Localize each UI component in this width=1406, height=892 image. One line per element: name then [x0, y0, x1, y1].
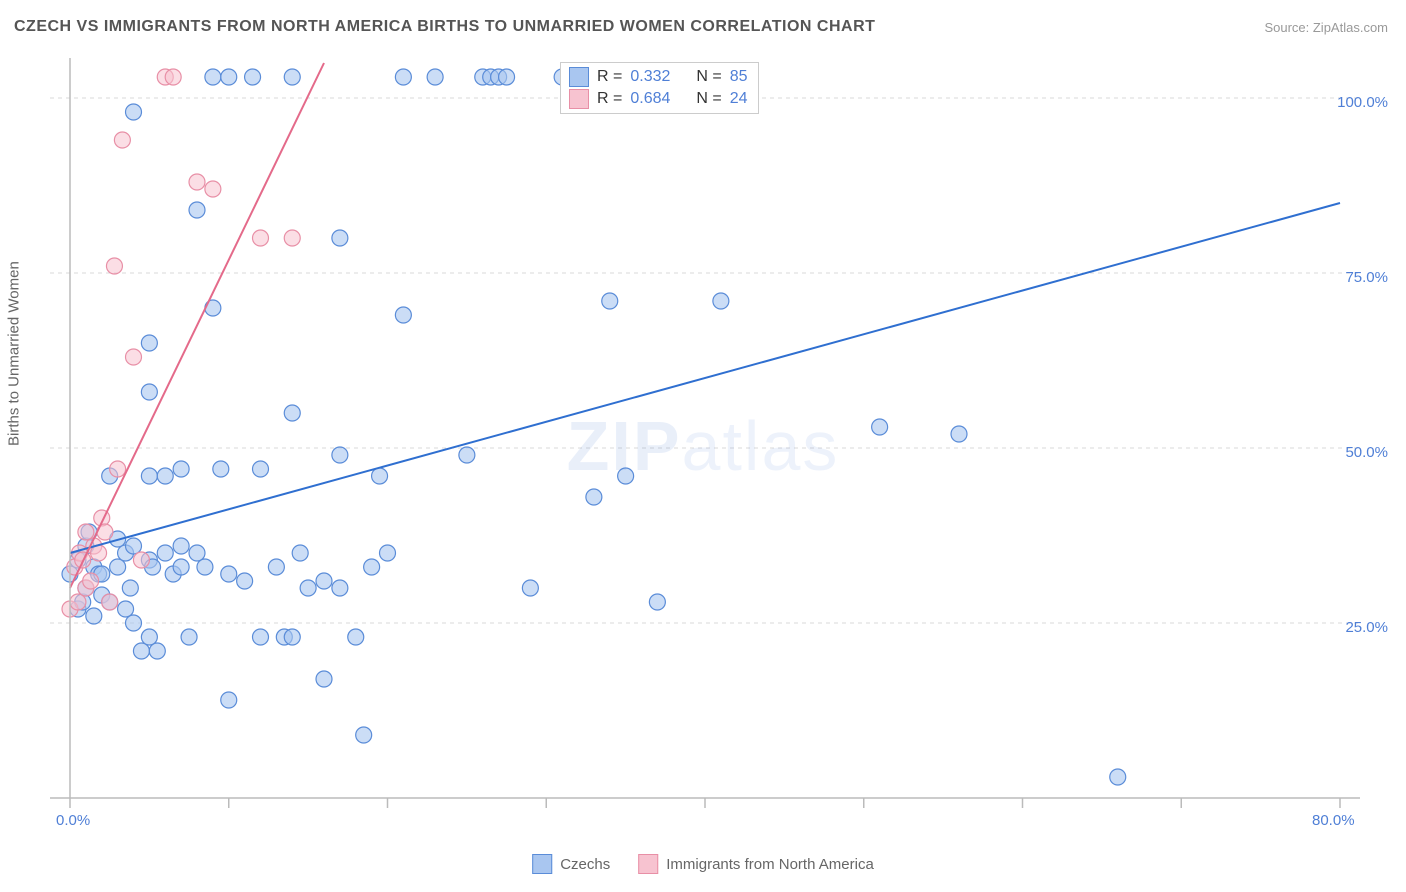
n-value: 85 — [730, 68, 748, 86]
series-legend: Czechs Immigrants from North America — [532, 854, 874, 874]
y-tick-label: 50.0% — [1345, 444, 1388, 461]
legend-label: Immigrants from North America — [666, 856, 874, 873]
legend-row-czechs: R = 0.332 N = 85 — [569, 67, 748, 87]
swatch-immigrants — [569, 89, 589, 109]
x-axis-min-label: 0.0% — [56, 812, 90, 829]
y-tick-label: 75.0% — [1345, 269, 1388, 286]
y-axis-label: Births to Unmarried Women — [6, 261, 23, 446]
swatch-czechs — [569, 67, 589, 87]
legend-row-immigrants: R = 0.684 N = 24 — [569, 89, 748, 109]
legend-item-immigrants: Immigrants from North America — [638, 854, 874, 874]
n-label: N = — [696, 68, 721, 86]
scatter-plot — [50, 58, 1360, 828]
n-value: 24 — [730, 90, 748, 108]
legend-label: Czechs — [560, 856, 610, 873]
n-label: N = — [696, 90, 721, 108]
y-tick-label: 100.0% — [1337, 94, 1388, 111]
swatch-immigrants — [638, 854, 658, 874]
chart-title: CZECH VS IMMIGRANTS FROM NORTH AMERICA B… — [14, 18, 875, 36]
swatch-czechs — [532, 854, 552, 874]
correlation-legend: R = 0.332 N = 85 R = 0.684 N = 24 — [560, 62, 759, 114]
legend-item-czechs: Czechs — [532, 854, 610, 874]
r-label: R = — [597, 68, 622, 86]
source-label: Source: ZipAtlas.com — [1264, 20, 1388, 35]
x-axis-max-label: 80.0% — [1312, 812, 1355, 829]
r-value: 0.332 — [630, 68, 670, 86]
y-tick-label: 25.0% — [1345, 619, 1388, 636]
r-value: 0.684 — [630, 90, 670, 108]
r-label: R = — [597, 90, 622, 108]
chart-container: CZECH VS IMMIGRANTS FROM NORTH AMERICA B… — [0, 0, 1406, 892]
